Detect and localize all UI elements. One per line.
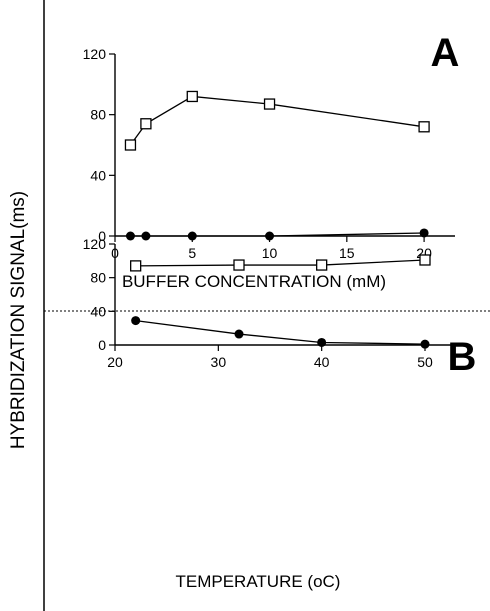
- panel-label-b: B: [448, 335, 477, 379]
- data-point-circle: [317, 337, 327, 347]
- y-axis-title: HYBRIDIZATION SIGNAL(ms): [8, 191, 29, 449]
- chart-panel-b: 0 40 80 120 20 30 40 50: [83, 236, 456, 370]
- data-point-square: [124, 139, 137, 151]
- data-point-square: [419, 254, 431, 266]
- x-tick-label-a: 15: [339, 245, 355, 261]
- data-point-circle: [420, 339, 430, 349]
- y-tick-label-a: 80: [90, 107, 106, 123]
- series-line-b-2: [135, 319, 426, 345]
- y-tick-label-b: 120: [83, 236, 107, 252]
- y-tick-label-a: 0: [98, 228, 106, 244]
- data-point-square: [263, 98, 276, 110]
- data-point-circle: [141, 231, 151, 241]
- series-line-a-1: [129, 95, 425, 146]
- data-point-circle: [125, 231, 135, 241]
- data-point-circle: [131, 316, 141, 326]
- x-axis-title-b: TEMPERATURE (oC): [176, 572, 341, 591]
- x-tick-label-a: 10: [262, 245, 278, 261]
- x-tick-label-a: 5: [188, 245, 196, 261]
- x-tick-label-b: 30: [211, 354, 227, 370]
- y-tick-label-b: 0: [98, 337, 106, 353]
- y-tick-label-b: 80: [90, 270, 106, 286]
- data-point-square: [316, 259, 328, 271]
- data-point-square: [130, 260, 142, 272]
- panel-label-a: A: [431, 31, 460, 75]
- y-tick-label-a: 40: [90, 167, 106, 183]
- data-point-circle: [187, 231, 197, 241]
- x-tick-label-b: 50: [417, 354, 433, 370]
- data-point-square: [233, 259, 245, 271]
- data-point-circle: [265, 231, 275, 241]
- data-point-square: [418, 121, 430, 133]
- chart-panel-a: 0408012005101520: [83, 46, 455, 261]
- x-tick-label-b: 40: [314, 354, 330, 370]
- y-tick-label-a: 120: [83, 46, 107, 62]
- data-point-circle: [419, 228, 429, 238]
- y-tick-label-b: 40: [90, 303, 106, 319]
- data-point-circle: [234, 329, 244, 339]
- series-line-b-1: [135, 259, 426, 267]
- data-point-square: [140, 118, 152, 130]
- x-tick-label-b: 20: [107, 354, 123, 370]
- x-axis-title-a: BUFFER CONCENTRATION (mM): [122, 272, 386, 291]
- data-point-square: [186, 90, 198, 103]
